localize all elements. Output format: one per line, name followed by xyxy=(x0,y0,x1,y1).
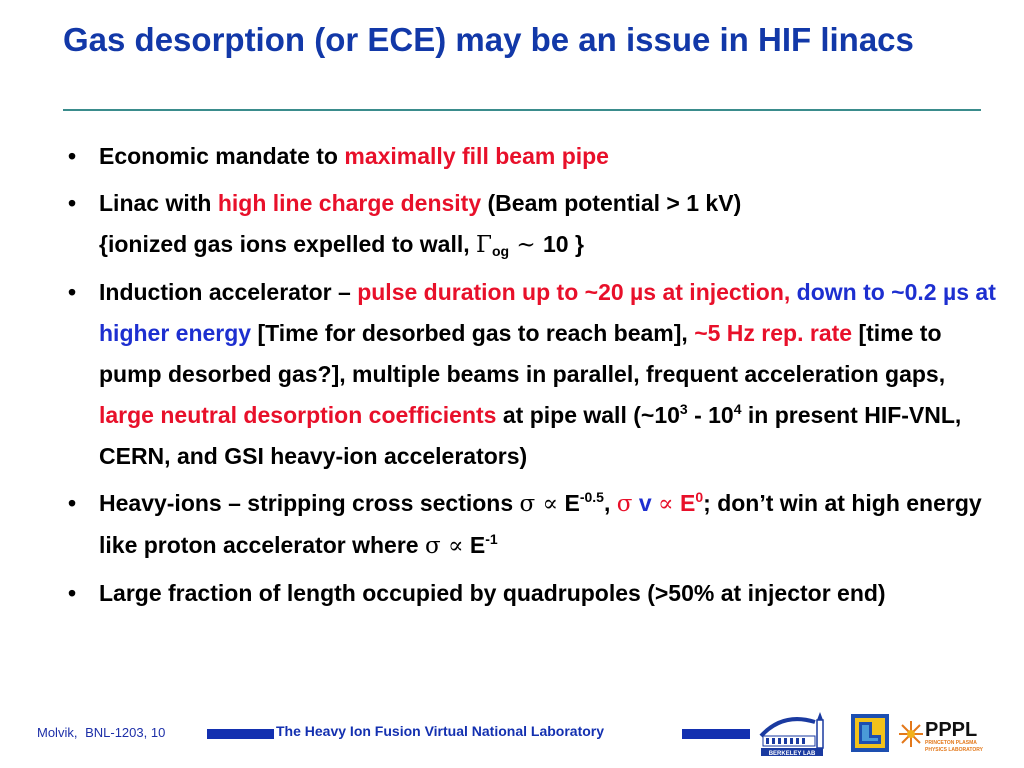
superscript: -0.5 xyxy=(579,489,604,505)
emphasis-blue: v xyxy=(632,490,659,516)
bullet-marker: • xyxy=(68,190,77,216)
text-run: , xyxy=(603,490,617,516)
berkeley-lab-label: BERKELEY LAB xyxy=(769,751,816,757)
emphasis-blue: down to ~0.2 µs at higher energy xyxy=(99,279,996,346)
superscript: 4 xyxy=(733,401,742,417)
title-divider xyxy=(63,109,981,111)
pppl-subtitle-1: PRINCETON PLASMA xyxy=(925,740,977,746)
text-run: [time to pump desorbed gas?], multiple b… xyxy=(99,320,946,387)
text-run: [Time for desorbed gas to reach beam], xyxy=(251,320,695,346)
gamma-symbol: Γ xyxy=(476,232,492,258)
text-run: Linac with xyxy=(99,190,218,216)
footer-ref: BNL-1203, 10 xyxy=(85,725,166,740)
sigma-proportional-symbol: σ ∝ xyxy=(519,491,559,517)
bullet-item-heavy-ions: • Heavy-ions – stripping cross sections … xyxy=(68,483,998,567)
text-run: Economic mandate to xyxy=(99,143,345,169)
pppl-label: PPPL xyxy=(925,719,977,741)
subscript: og xyxy=(492,243,510,259)
text-run: Heavy-ions – stripping cross sections xyxy=(99,490,520,516)
slide-title: Gas desorption (or ECE) may be an issue … xyxy=(63,21,914,58)
proportional-symbol: ∝ xyxy=(658,491,674,517)
text-run: (Beam potential > 1 kV) xyxy=(481,190,742,216)
emphasis-red: maximally fill beam pipe xyxy=(344,143,609,169)
footer-bar-right xyxy=(682,729,750,739)
bullet-item-induction: • Induction accelerator – pulse duration… xyxy=(68,272,998,477)
emphasis-red: pulse duration up to ~20 µs at injection… xyxy=(357,279,791,305)
bullet-marker: • xyxy=(68,279,77,305)
text-run: E xyxy=(558,490,580,516)
footer-author: Molvik, xyxy=(37,725,78,740)
superscript: -1 xyxy=(485,531,498,547)
text-run: in present HIF-VNL, CERN, and GSI heavy-… xyxy=(99,402,962,469)
emphasis-red: ~5 Hz rep. rate xyxy=(694,320,853,346)
pppl-logo: PPPL PRINCETON PLASMA PHYSICS LABORATORY xyxy=(899,719,984,753)
text-run: at pipe wall (~10 xyxy=(496,402,680,428)
pppl-subtitle-2: PHYSICS LABORATORY xyxy=(925,747,984,753)
llnl-logo xyxy=(851,714,889,752)
text-run: Large fraction of length occupied by qua… xyxy=(99,580,886,606)
emphasis-red: large neutral desorption coefficients xyxy=(99,402,497,428)
bullet-item-economic: • Economic mandate to maximally fill bea… xyxy=(68,136,998,177)
text-run: ; don’t win at high energy like proton a… xyxy=(99,490,982,558)
bullet-list: • Economic mandate to maximally fill bea… xyxy=(68,136,998,620)
emphasis-red: E xyxy=(673,490,696,516)
bullet-item-linac: • Linac with high line charge density (B… xyxy=(68,183,998,266)
bullet-marker: • xyxy=(68,143,77,169)
footer-bar-left xyxy=(207,729,274,739)
footer-citation: Molvik, BNL-1203, 10 xyxy=(37,725,169,740)
bullet-item-quadrupoles: • Large fraction of length occupied by q… xyxy=(68,573,998,614)
footer-center-text: The Heavy Ion Fusion Virtual National La… xyxy=(276,723,605,739)
berkeley-lab-logo: BERKELEY LAB xyxy=(759,712,824,757)
text-run: - 10 xyxy=(687,402,734,428)
superscript: 0 xyxy=(695,489,704,505)
text-run: 10 } xyxy=(543,231,584,257)
sigma-proportional-symbol: σ ∝ xyxy=(424,533,464,559)
text-run: Induction accelerator – xyxy=(99,279,358,305)
emphasis-red: high line charge density xyxy=(217,190,482,216)
bullet-marker: • xyxy=(68,490,77,516)
text-run: {ionized gas ions expelled to wall, xyxy=(99,231,477,257)
superscript: 3 xyxy=(679,401,688,417)
sigma-symbol: σ xyxy=(616,491,633,517)
tilde-symbol: ~ xyxy=(509,232,544,258)
text-run: E xyxy=(463,532,486,558)
bullet-marker: • xyxy=(68,580,77,606)
